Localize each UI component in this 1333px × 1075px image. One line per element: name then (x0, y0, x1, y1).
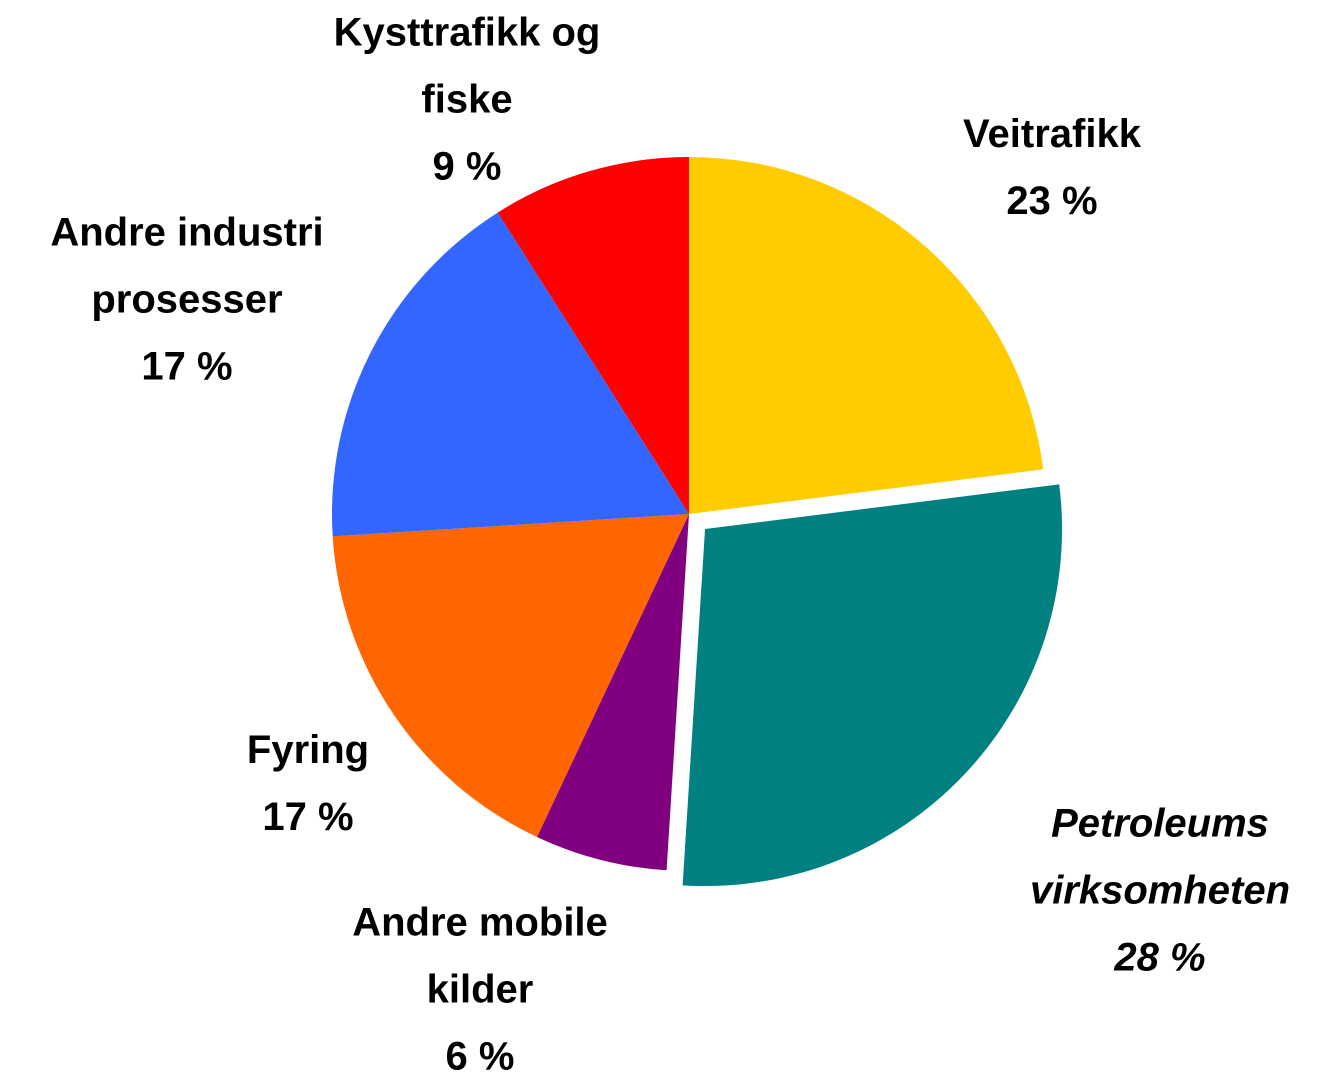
value-label: 17 % (262, 795, 354, 839)
category-label: Andre industri prosesser (50, 210, 324, 322)
slice-label: Andre mobile kilder 6 % (352, 890, 608, 1075)
slice-label: Andre industri prosesser 17 % (50, 200, 323, 401)
category-label: Kysttrafikk og fiske (333, 10, 601, 122)
value-label: 9 % (432, 144, 502, 189)
pie-slice (497, 157, 689, 514)
pie-slice (332, 212, 689, 537)
slice-label: Petroleums virksomheten 28 % (1030, 791, 1290, 992)
category-label: Veitrafikk (963, 112, 1141, 156)
slice-label: Kysttrafikk og fiske 9 % (334, 0, 601, 201)
value-label: 17 % (141, 344, 233, 389)
category-label: Andre mobile kilder (352, 900, 608, 1012)
pie-slice (689, 157, 1044, 514)
pie-slice (536, 514, 689, 871)
pie-slice (682, 484, 1063, 887)
category-label: Petroleums virksomheten (1029, 801, 1291, 913)
value-label: 23 % (1006, 179, 1098, 223)
slice-label: Fyring 17 % (247, 717, 369, 851)
pie-slice (332, 514, 689, 838)
category-label: Fyring (246, 728, 370, 772)
slice-label: Veitrafikk 23 % (963, 101, 1141, 235)
value-label: 6 % (445, 1034, 515, 1075)
value-label: 28 % (1114, 935, 1206, 980)
